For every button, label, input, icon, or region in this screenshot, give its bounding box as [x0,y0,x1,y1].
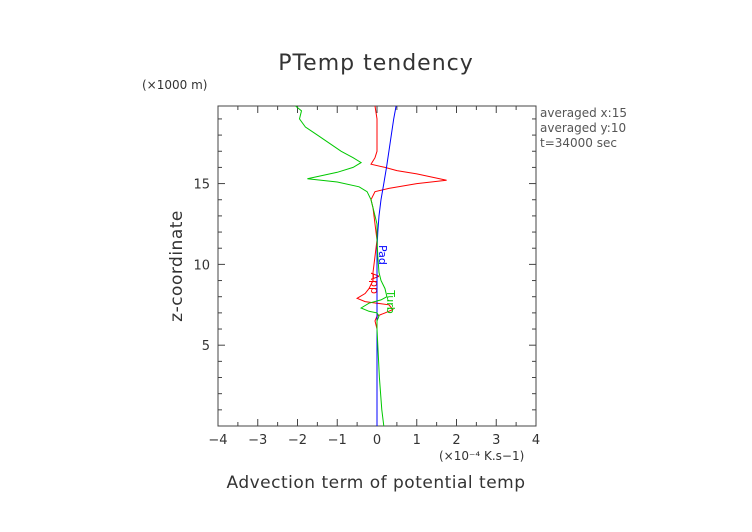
x-tick-label: −2 [288,433,307,448]
x-tick-label: 4 [532,433,540,448]
x-tick-label: 0 [373,433,381,448]
x-tick-label: −1 [328,433,347,448]
info-box: averaged x:15 averaged y:10 t=34000 sec [540,106,627,150]
x-axis: −4 −3 −2 −1 0 1 2 3 4 [208,106,540,448]
y-unit-label: (×1000 m) [142,78,207,92]
series-label-pad: Pad [376,245,389,265]
x-tick-label: 3 [492,433,500,448]
series-group: App Pad Turb [295,105,447,427]
series-line-app [355,105,447,426]
x-tick-label: 1 [413,433,421,448]
y-tick-label: 5 [202,339,210,354]
y-axis: 5 10 15 [193,118,536,411]
info-line: averaged y:10 [540,121,626,135]
series-label-app: App [368,272,381,294]
x-tick-label: −3 [248,433,267,448]
y-tick-label: 15 [193,178,210,193]
x-unit-label: (×10⁻⁴ K.s−1) [439,449,524,463]
series-label-turb: Turb [384,289,397,314]
info-line: t=34000 sec [540,136,617,150]
chart-title: PTemp tendency [278,51,474,76]
series-line-pad [376,105,397,426]
info-line: averaged x:15 [540,106,627,120]
x-axis-label: Advection term of potential temp [226,473,525,493]
y-axis-label: z-coordinate [167,210,187,322]
series-line-turb [295,105,388,427]
y-tick-label: 10 [193,258,210,273]
x-tick-label: 2 [452,433,460,448]
x-tick-label: −4 [208,433,227,448]
